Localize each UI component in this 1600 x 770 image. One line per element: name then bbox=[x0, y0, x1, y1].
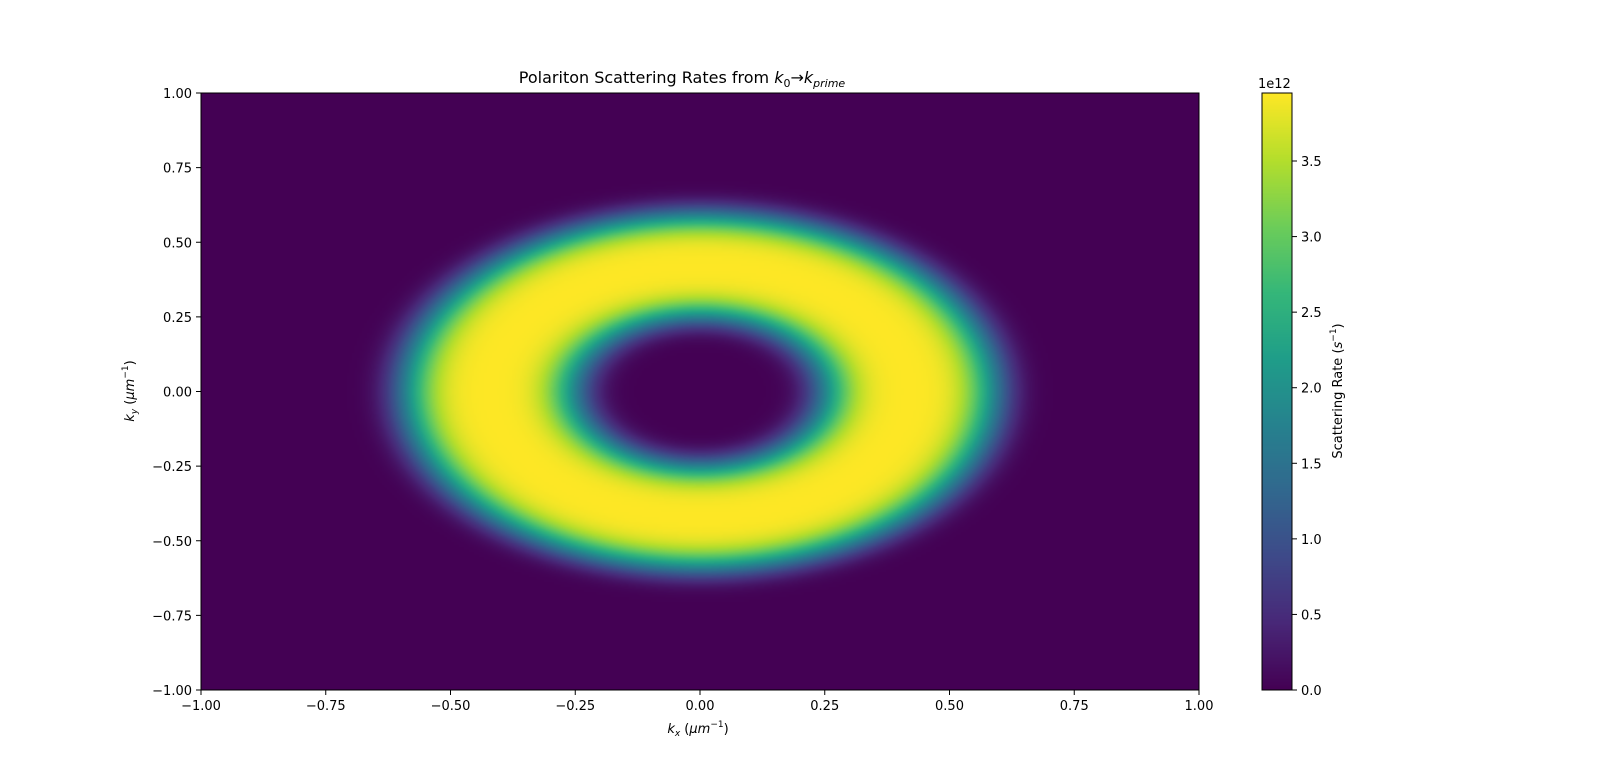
cbar-label-exp: −1 bbox=[1329, 328, 1339, 341]
x-tick-label: −0.50 bbox=[431, 699, 471, 714]
y-tick-label: −0.75 bbox=[152, 609, 192, 624]
ylabel-var: k bbox=[123, 414, 138, 422]
title-subprime: prime bbox=[812, 77, 845, 90]
cbar-label-var: s bbox=[1331, 341, 1346, 348]
colorbar-tick-label: 2.0 bbox=[1301, 382, 1322, 397]
xlabel-exp: −1 bbox=[710, 720, 723, 730]
colorbar-tick-label: 3.0 bbox=[1301, 231, 1322, 246]
colorbar-tick-label: 1.0 bbox=[1301, 533, 1322, 548]
y-axis-label: ky (μm−1) bbox=[121, 360, 140, 421]
colorbar: 0.0 0.5 1.0 1.5 2.0 2.5 3.0 3.5 1e12 Scattering… bbox=[1258, 77, 1346, 699]
colorbar-tick-label: 1.5 bbox=[1301, 457, 1322, 472]
colorbar-ticks: 0.0 0.5 1.0 1.5 2.0 2.5 3.0 3.5 bbox=[1292, 155, 1322, 699]
title-sub0: 0 bbox=[783, 77, 790, 90]
chart-title: Polariton Scattering Rates from k0→kprim… bbox=[519, 68, 846, 90]
colorbar-frame bbox=[1261, 92, 1293, 691]
ylabel-unit: μm bbox=[123, 379, 138, 401]
title-kprime: k bbox=[804, 68, 814, 87]
colorbar-tick-label: 0.5 bbox=[1301, 608, 1322, 623]
x-axis: −1.00 −0.75 −0.50 −0.25 0.00 0.25 0.50 0.75 1.00 bbox=[181, 690, 1213, 714]
colorbar-tick-label: 3.5 bbox=[1301, 155, 1322, 170]
y-tick-label: 1.00 bbox=[163, 87, 192, 102]
y-tick-label: 0.75 bbox=[163, 162, 192, 177]
colorbar-label: Scattering Rate (s−1) bbox=[1329, 323, 1346, 458]
xlabel-sub: x bbox=[674, 729, 681, 739]
colorbar-tick-label: 2.5 bbox=[1301, 306, 1322, 321]
y-tick-label: −1.00 bbox=[152, 684, 192, 699]
ylabel-sub: y bbox=[130, 408, 140, 415]
y-tick-label: −0.25 bbox=[152, 460, 192, 475]
x-tick-label: −0.25 bbox=[555, 699, 595, 714]
x-tick-label: −0.75 bbox=[306, 699, 346, 714]
heatmap-image bbox=[201, 93, 1199, 690]
xlabel-open: ( bbox=[680, 722, 689, 737]
heatmap-area bbox=[200, 92, 1200, 691]
colorbar-gradient bbox=[1262, 93, 1292, 690]
xlabel-var: k bbox=[667, 722, 675, 737]
ylabel-open: ( bbox=[123, 400, 138, 409]
y-tick-label: 0.00 bbox=[163, 386, 192, 401]
ylabel-exp: −1 bbox=[121, 365, 131, 378]
x-tick-label: 0.25 bbox=[810, 699, 839, 714]
colorbar-tick-label: 0.0 bbox=[1301, 684, 1322, 699]
y-axis: −1.00 −0.75 −0.50 −0.25 0.00 0.25 0.50 0.75 1.00 bbox=[152, 87, 201, 699]
title-prefix: Polariton Scattering Rates from bbox=[519, 68, 774, 87]
cbar-label-suffix: ) bbox=[1331, 323, 1346, 328]
ylabel-close: ) bbox=[123, 360, 138, 365]
y-tick-label: 0.25 bbox=[163, 311, 192, 326]
cbar-label-prefix: Scattering Rate ( bbox=[1331, 348, 1346, 458]
x-tick-label: 0.00 bbox=[686, 699, 715, 714]
colorbar-offset-text: 1e12 bbox=[1258, 77, 1291, 92]
x-axis-label: kx (μm−1) bbox=[667, 720, 728, 739]
x-tick-label: 1.00 bbox=[1185, 699, 1214, 714]
title-arrow: → bbox=[790, 68, 803, 87]
x-tick-label: 0.75 bbox=[1060, 699, 1089, 714]
y-tick-label: −0.50 bbox=[152, 535, 192, 550]
x-tick-label: −1.00 bbox=[181, 699, 221, 714]
x-tick-label: 0.50 bbox=[935, 699, 964, 714]
y-tick-label: 0.50 bbox=[163, 236, 192, 251]
xlabel-close: ) bbox=[724, 722, 729, 737]
title-k0: k bbox=[774, 68, 784, 87]
xlabel-unit: μm bbox=[688, 722, 710, 737]
